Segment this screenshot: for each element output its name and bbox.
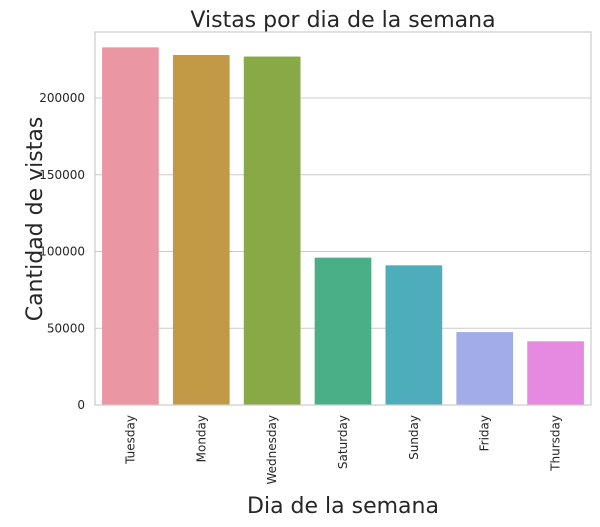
y-tick-label: 100000 <box>39 245 85 259</box>
bar-sunday <box>385 265 443 405</box>
x-tick-label: Thursday <box>549 415 563 472</box>
chart-title: Vistas por dia de la semana <box>190 8 495 33</box>
x-tick-label: Sunday <box>407 415 421 460</box>
y-axis-label: Cantidad de vistas <box>23 117 48 322</box>
y-tick-label: 150000 <box>39 168 85 182</box>
x-tick-labels: Tuesday Monday Wednesday Saturday Sunday Frid… <box>123 415 562 484</box>
x-tick-label: Tuesday <box>123 415 137 465</box>
bars-layer <box>102 47 584 406</box>
plot-frame <box>94 31 592 406</box>
y-tick-labels: 0 50000 100000 150000 200000 <box>39 91 85 412</box>
y-tick-label: 0 <box>77 398 85 412</box>
bar-monday <box>172 55 230 406</box>
bar-wednesday <box>243 56 301 406</box>
bar-saturday <box>314 257 372 405</box>
x-tick-label: Wednesday <box>265 415 279 484</box>
x-tick-label: Monday <box>194 415 208 462</box>
x-tick-label: Saturday <box>336 415 350 469</box>
x-tick-label: Friday <box>478 415 492 451</box>
y-tick-label: 200000 <box>39 91 85 105</box>
bar-tuesday <box>102 47 159 405</box>
bar-friday <box>456 332 514 405</box>
bar-thursday <box>527 341 584 405</box>
x-axis-label: Dia de la semana <box>247 494 439 519</box>
y-tick-label: 50000 <box>47 321 85 335</box>
